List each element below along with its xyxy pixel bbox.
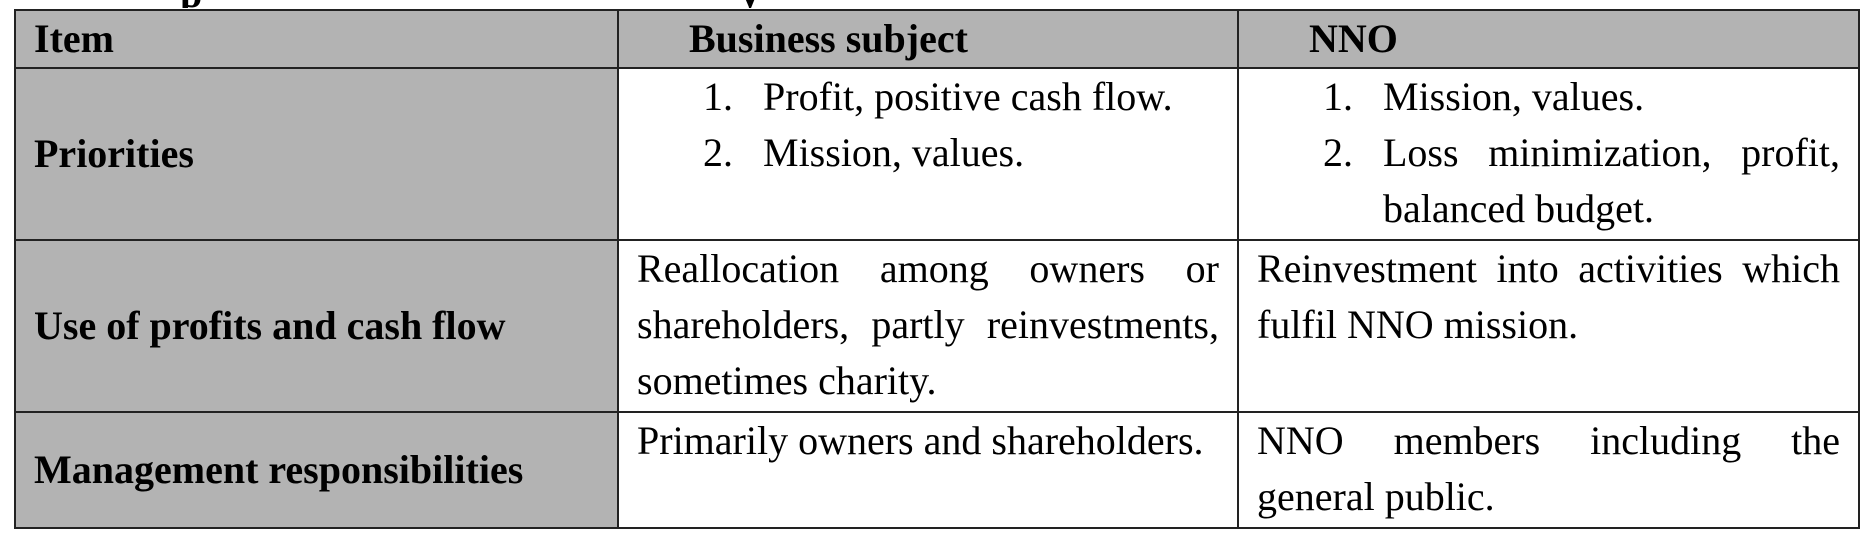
list-item: 2. Loss minimization, profit, balanced bu…	[1323, 130, 1840, 231]
table-row-priorities: Priorities 1. Profit, positive cash flow.…	[14, 67, 1860, 241]
row-label: Management responsibilities	[14, 411, 619, 529]
list-item: 1. Profit, positive cash flow.	[703, 74, 1173, 119]
nno-cell: NNO members including the general public…	[1237, 411, 1860, 529]
cropped-caption-fragment: p y	[0, 0, 1870, 8]
nno-priorities-list: 1. Mission, values. 2. Loss minimization, …	[1257, 69, 1840, 237]
row-label: Use of profits and cash flow	[14, 239, 619, 413]
header-business-subject: Business subject	[617, 9, 1239, 69]
business-priorities-list: 1. Profit, positive cash flow. 2. Mission,…	[637, 69, 1219, 181]
table-row-management: Management responsibilities Primarily ow…	[14, 411, 1860, 529]
list-item: 2. Mission, values.	[703, 130, 1025, 175]
header-nno: NNO	[1237, 9, 1860, 69]
comparison-table: Item Business subject NNO Priorities 1. P…	[14, 9, 1860, 529]
table-row-use-of-profits: Use of profits and cash flow Reallocatio…	[14, 239, 1860, 413]
nno-cell: Reinvestment into activities which fulfi…	[1237, 239, 1860, 413]
business-cell: Primarily owners and shareholders.	[617, 411, 1239, 529]
header-item: Item	[14, 9, 619, 69]
nno-cell: 1. Mission, values. 2. Loss minimization, …	[1237, 67, 1860, 241]
list-item: 1. Mission, values.	[1323, 74, 1645, 119]
row-label: Priorities	[14, 67, 619, 241]
header-row: Item Business subject NNO	[14, 9, 1860, 69]
business-cell: 1. Profit, positive cash flow. 2. Mission,…	[617, 67, 1239, 241]
business-cell: Reallocation among owners or shareholder…	[617, 239, 1239, 413]
